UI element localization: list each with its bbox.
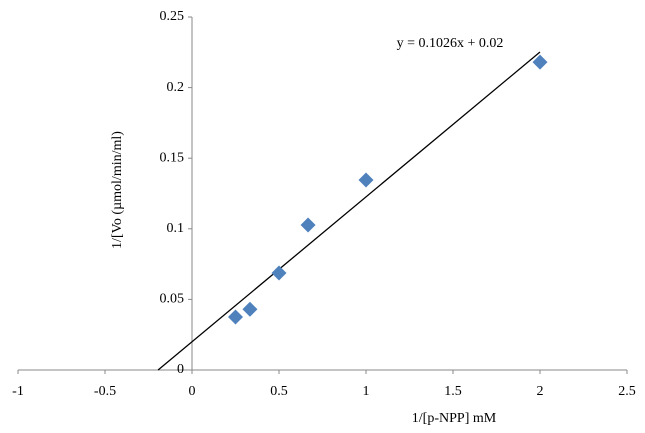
y-tick-label: 0.1 — [167, 221, 185, 236]
data-point — [228, 309, 243, 325]
data-point — [532, 54, 548, 70]
x-tick-label: 0 — [189, 384, 196, 399]
x-tick-label: 1 — [363, 384, 370, 399]
data-point — [242, 301, 258, 317]
y-tick-label: 0.2 — [167, 80, 185, 95]
data-point — [300, 217, 316, 233]
y-axis-title: 1/[Vo (µmol/min/ml) — [110, 131, 125, 249]
x-tick-label: 2 — [537, 384, 544, 399]
x-tick-label: 2.5 — [618, 384, 636, 399]
y-tick-label: 0.05 — [160, 292, 185, 307]
x-axis-title: 1/[p-NPP] mM — [412, 411, 497, 426]
x-tick-label: 1.5 — [444, 384, 462, 399]
trendline — [157, 51, 541, 371]
data-point — [271, 265, 287, 281]
y-tick-label: 0 — [177, 362, 184, 377]
trendline-equation: y = 0.1026x + 0.02 — [397, 36, 504, 51]
y-tick-label: 0.15 — [160, 150, 185, 165]
x-tick-label: -1 — [12, 384, 24, 399]
data-point — [358, 172, 374, 188]
x-tick-label: 0.5 — [270, 384, 288, 399]
y-tick-label: 0.25 — [160, 9, 185, 24]
x-tick-label: -0.5 — [94, 384, 116, 399]
